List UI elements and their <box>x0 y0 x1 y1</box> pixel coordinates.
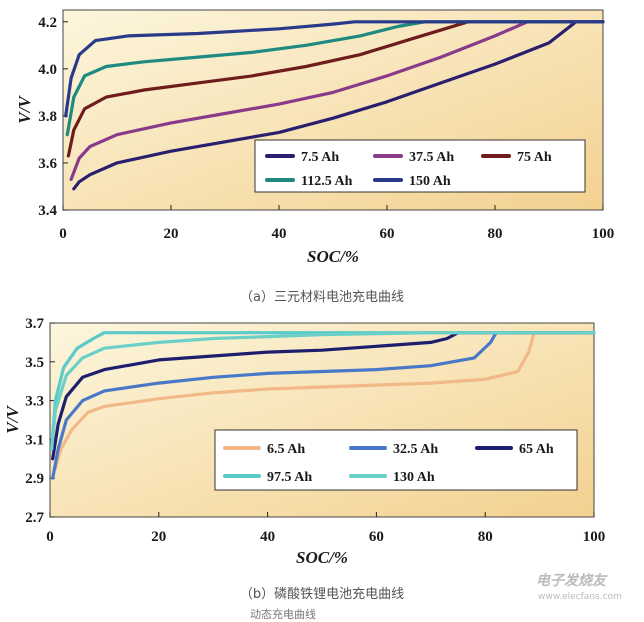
y-axis-title: V/V <box>15 95 34 124</box>
y-tick-label: 3.7 <box>25 316 44 332</box>
legend-label: 75 Ah <box>517 150 552 165</box>
legend-label: 7.5 Ah <box>301 150 339 165</box>
x-tick-label: 20 <box>164 226 179 242</box>
series-line-65Ah <box>51 331 596 461</box>
caption-b: （b）磷酸铁锂电池充电曲线 <box>239 587 405 602</box>
caption-a: （a）三元材料电池充电曲线 <box>240 290 404 305</box>
legend-label: 32.5 Ah <box>393 442 438 457</box>
x-tick-label: 40 <box>260 529 275 545</box>
y-tick-label: 2.7 <box>25 510 44 526</box>
chart-a-ternary-battery: 0 20 40 60 80 100 3.4 3.6 3.8 4.0 4.2 SOC/% V/V 7.5 A… <box>15 9 615 266</box>
y-tick-label: 3.5 <box>25 355 44 371</box>
watermark-logo: 电子发烧友 <box>536 573 606 589</box>
legend-label: 130 Ah <box>393 470 435 485</box>
x-tick-label: 60 <box>369 529 384 545</box>
x-tick-label: 40 <box>272 226 287 242</box>
series-line-112_5Ah <box>65 20 605 137</box>
series-line-6_5Ah <box>53 331 596 471</box>
series-line-32_5Ah <box>51 331 596 480</box>
chart-b-lfp-battery: 0 20 40 60 80 100 2.7 2.9 3.1 3.3 3.5 3.7 SOC/% V/V 6.… <box>3 316 605 567</box>
x-axis-title: SOC/% <box>296 548 348 567</box>
x-axis-title: SOC/% <box>307 247 359 266</box>
x-tick-label: 20 <box>151 529 166 545</box>
legend-label: 97.5 Ah <box>267 470 312 485</box>
y-tick-label: 3.6 <box>38 156 57 172</box>
x-tick-label: 80 <box>478 529 493 545</box>
x-tick-label: 100 <box>583 529 606 545</box>
series-line-7_5Ah <box>72 20 605 191</box>
series-line-150Ah <box>64 20 605 118</box>
legend-label: 37.5 Ah <box>409 150 454 165</box>
x-tick-label: 100 <box>592 226 615 242</box>
legend-label: 65 Ah <box>519 442 554 457</box>
legend-label: 150 Ah <box>409 174 451 189</box>
legend-box <box>214 429 578 491</box>
legend-box <box>254 139 586 193</box>
y-tick-label: 4.0 <box>38 62 57 78</box>
series-line-37_5Ah <box>69 20 605 181</box>
y-tick-label: 3.3 <box>25 394 44 410</box>
series-line-130Ah <box>49 331 596 451</box>
legend-label: 6.5 Ah <box>267 442 305 457</box>
y-tick-label: 2.9 <box>25 471 44 487</box>
x-tick-label: 0 <box>59 226 67 242</box>
y-tick-label: 3.4 <box>38 203 57 219</box>
x-tick-label: 60 <box>380 226 395 242</box>
y-tick-label: 4.2 <box>38 15 57 31</box>
y-tick-label: 3.1 <box>25 432 44 448</box>
footer-caption: 动态充电曲线 <box>250 608 316 621</box>
series-line-97_5Ah <box>49 331 596 451</box>
x-tick-label: 80 <box>488 226 503 242</box>
x-tick-label: 0 <box>46 529 54 545</box>
legend-label: 112.5 Ah <box>301 174 353 189</box>
watermark-url: www.elecfans.com <box>538 592 622 602</box>
y-axis-title: V/V <box>3 405 22 434</box>
y-tick-label: 3.8 <box>38 109 57 125</box>
